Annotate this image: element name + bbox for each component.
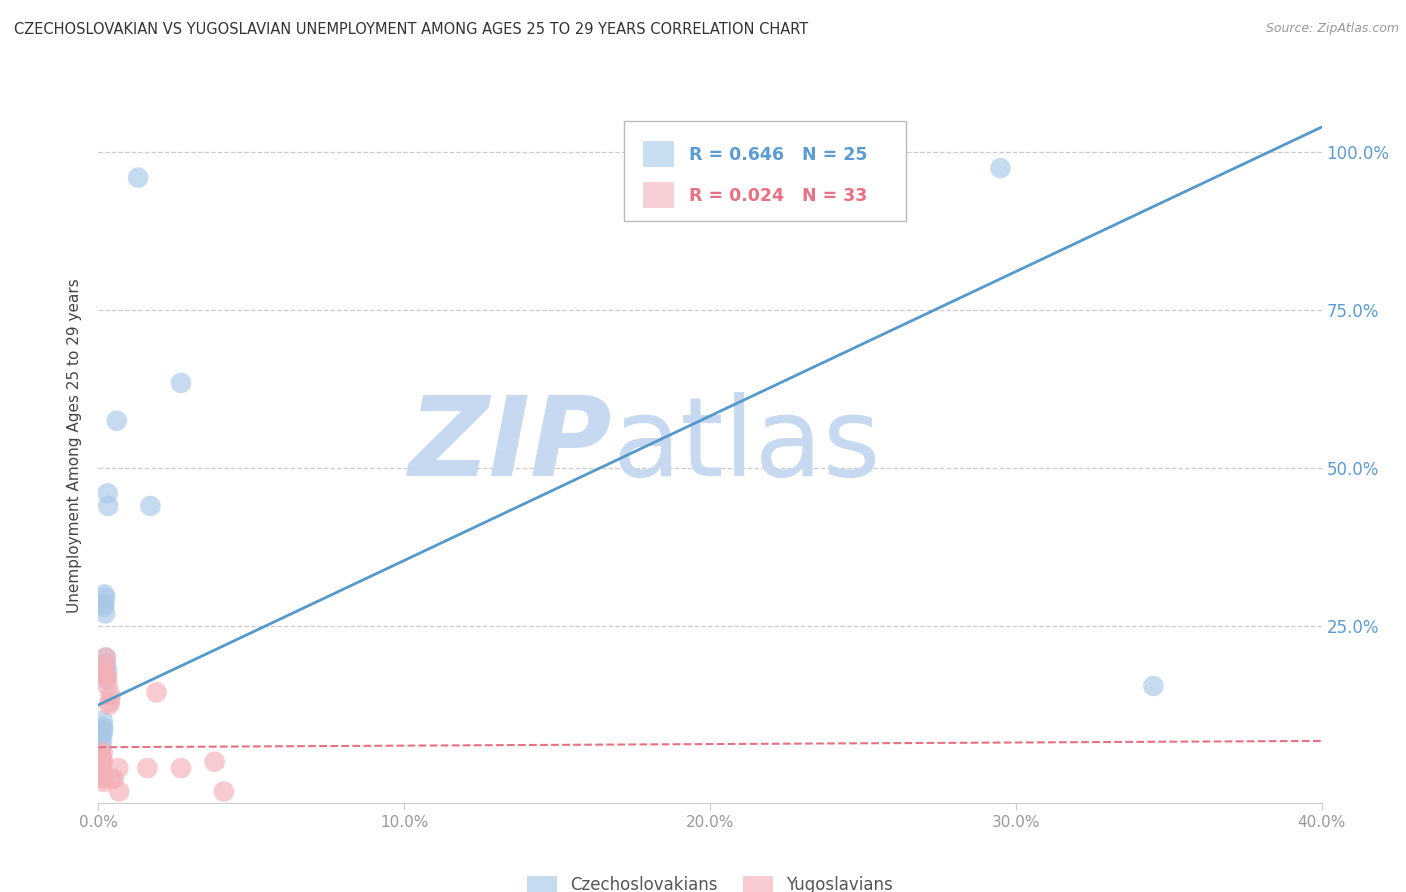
Point xyxy=(204,755,226,769)
Text: R = 0.024   N = 33: R = 0.024 N = 33 xyxy=(689,187,868,205)
Point xyxy=(90,767,112,781)
Point xyxy=(108,784,131,798)
Point xyxy=(93,775,115,789)
Point xyxy=(170,376,193,390)
Point xyxy=(91,755,114,769)
Point xyxy=(103,772,125,786)
Point xyxy=(93,597,115,611)
Point xyxy=(93,663,115,677)
Point xyxy=(990,161,1012,175)
Point xyxy=(93,600,115,615)
Point xyxy=(94,669,117,683)
Point xyxy=(91,751,114,765)
Point xyxy=(91,720,114,734)
Point xyxy=(107,761,129,775)
Point xyxy=(1142,679,1164,693)
Point xyxy=(91,723,114,738)
Point xyxy=(94,657,117,671)
Point xyxy=(96,663,118,677)
Point xyxy=(212,784,235,798)
Point xyxy=(98,698,121,712)
Text: CZECHOSLOVAKIAN VS YUGOSLAVIAN UNEMPLOYMENT AMONG AGES 25 TO 29 YEARS CORRELATIO: CZECHOSLOVAKIAN VS YUGOSLAVIAN UNEMPLOYM… xyxy=(14,22,808,37)
Point xyxy=(91,761,114,775)
FancyBboxPatch shape xyxy=(624,121,905,221)
Point xyxy=(105,414,128,428)
Point xyxy=(91,732,114,747)
Point xyxy=(91,772,114,786)
Point xyxy=(145,685,167,699)
Point xyxy=(96,673,118,687)
Point xyxy=(97,499,120,513)
Point xyxy=(93,587,115,601)
Point xyxy=(90,764,112,779)
Text: R = 0.646   N = 25: R = 0.646 N = 25 xyxy=(689,146,868,164)
Point xyxy=(94,607,117,621)
Point xyxy=(90,739,112,753)
Point xyxy=(91,745,114,759)
Bar xyxy=(643,141,673,166)
Legend: Czechoslovakians, Yugoslavians: Czechoslovakians, Yugoslavians xyxy=(527,876,893,892)
Point xyxy=(94,591,117,605)
Point xyxy=(89,767,111,781)
Text: atlas: atlas xyxy=(612,392,880,500)
Point xyxy=(90,742,112,756)
Point xyxy=(91,767,114,781)
Bar xyxy=(643,182,673,207)
Point xyxy=(91,714,114,728)
Point xyxy=(127,170,149,185)
Point xyxy=(136,761,159,775)
Point xyxy=(96,669,118,683)
Point xyxy=(94,657,117,671)
Text: ZIP: ZIP xyxy=(409,392,612,500)
Point xyxy=(98,695,121,709)
Point xyxy=(170,761,193,775)
Y-axis label: Unemployment Among Ages 25 to 29 years: Unemployment Among Ages 25 to 29 years xyxy=(66,278,82,614)
Point xyxy=(101,772,124,786)
Point xyxy=(139,499,162,513)
Point xyxy=(90,748,112,763)
Point xyxy=(90,748,112,763)
Text: Source: ZipAtlas.com: Source: ZipAtlas.com xyxy=(1265,22,1399,36)
Point xyxy=(94,650,117,665)
Point xyxy=(90,755,112,769)
Point xyxy=(94,650,117,665)
Point xyxy=(100,689,122,703)
Point xyxy=(97,679,120,693)
Point xyxy=(90,771,112,785)
Point xyxy=(89,761,111,775)
Point xyxy=(97,486,120,500)
Point xyxy=(90,758,112,772)
Point xyxy=(91,726,114,740)
